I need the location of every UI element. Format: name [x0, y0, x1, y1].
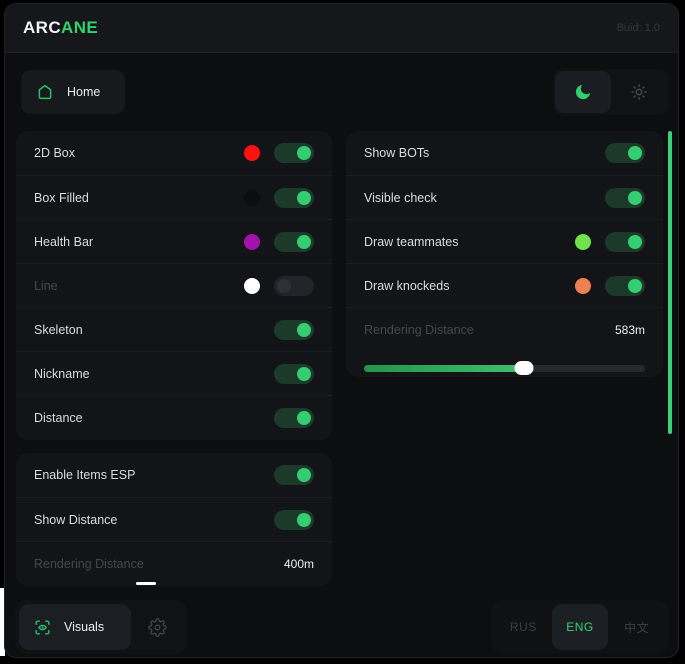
toggle-switch[interactable]: [274, 143, 314, 163]
setting-label: Draw knockeds: [364, 278, 450, 293]
toggle-knob: [277, 278, 291, 293]
slider-handle[interactable]: [514, 361, 534, 375]
moon-icon: [573, 82, 593, 102]
footer-section-switcher: Visuals: [15, 600, 187, 654]
slider-label: Rendering Distance: [364, 322, 474, 337]
app-logo: ARCANE: [23, 18, 98, 38]
setting-row-draw-teammates: Draw teammates: [346, 219, 663, 263]
slider-fill: [364, 365, 525, 372]
color-swatch[interactable]: [244, 277, 260, 294]
light-theme-button[interactable]: [611, 71, 667, 113]
color-swatch[interactable]: [575, 277, 591, 294]
title-bar: ARCANE Buid: 1.0: [5, 4, 678, 53]
toggle-knob: [297, 512, 311, 527]
toggle-knob: [297, 190, 311, 205]
setting-label: Enable Items ESP: [34, 468, 136, 482]
toggle-knob: [297, 366, 311, 381]
toggle-switch[interactable]: [274, 407, 314, 428]
toggle-knob: [297, 322, 311, 337]
rendering-distance-slider[interactable]: [364, 361, 645, 375]
setting-label: Health Bar: [34, 234, 94, 249]
setting-row-show-distance: Show Distance: [16, 497, 332, 541]
logo-prefix: ARC: [23, 18, 62, 37]
slider-value: 583m: [614, 322, 645, 337]
toggle-knob: [628, 146, 642, 160]
bots-panel: Show BOTs Visible check Draw teammates D…: [346, 131, 663, 377]
rendering-distance-row: Rendering Distance 400m: [16, 541, 332, 585]
toggle-knob: [628, 234, 642, 249]
rendering-distance-row: Rendering Distance 583m: [346, 307, 663, 351]
setting-row-visible-check: Visible check: [346, 175, 663, 219]
setting-row-enable-items-esp: Enable Items ESP: [16, 453, 332, 497]
setting-row-2d-box: 2D Box: [16, 131, 332, 175]
setting-row-box-filled: Box Filled: [16, 175, 332, 219]
setting-row-health-bar: Health Bar: [16, 219, 332, 263]
toggle-switch[interactable]: [274, 465, 314, 485]
setting-row-draw-knockeds: Draw knockeds: [346, 263, 663, 307]
build-version-label: Buid: 1.0: [616, 22, 660, 34]
toggle-switch[interactable]: [274, 275, 314, 296]
setting-row-show-bots: Show BOTs: [346, 131, 663, 175]
setting-label: Draw teammates: [364, 234, 459, 249]
toggle-switch[interactable]: [274, 509, 314, 530]
gear-icon: [147, 617, 167, 637]
toggle-switch[interactable]: [605, 275, 645, 296]
logo-suffix: ANE: [61, 18, 99, 37]
home-icon: [36, 83, 54, 101]
slider-label: Rendering Distance: [34, 556, 144, 571]
toggle-switch[interactable]: [274, 231, 314, 252]
setting-label: 2D Box: [34, 146, 75, 160]
toggle-switch[interactable]: [274, 319, 314, 340]
visuals-tab-button[interactable]: Visuals: [19, 604, 131, 650]
content-scrollbar[interactable]: [668, 131, 672, 434]
home-tab-label: Home: [67, 85, 101, 99]
setting-label: Visible check: [364, 190, 437, 205]
setting-label: Show BOTs: [364, 146, 430, 160]
setting-row-distance: Distance: [16, 395, 332, 439]
dark-theme-button[interactable]: [555, 71, 611, 113]
setting-row-nickname: Nickname: [16, 351, 332, 395]
color-swatch[interactable]: [575, 233, 591, 250]
setting-row-skeleton: Skeleton: [16, 307, 332, 351]
toggle-knob: [628, 190, 642, 205]
language-button-rus[interactable]: RUS: [509, 620, 537, 634]
items-esp-panel: Enable Items ESP Show Distance Rendering…: [16, 453, 332, 586]
setting-label: Box Filled: [34, 190, 89, 205]
theme-switcher: [553, 69, 669, 115]
eye-scan-icon: [33, 618, 52, 637]
toggle-switch[interactable]: [274, 187, 314, 208]
toggle-knob: [297, 468, 311, 482]
slider-value: 400m: [283, 556, 314, 571]
toggle-knob: [297, 146, 311, 160]
settings-tab-button[interactable]: [131, 604, 183, 650]
toggle-knob: [628, 278, 642, 293]
toggle-switch[interactable]: [605, 187, 645, 208]
sun-icon: [630, 83, 648, 101]
language-switcher: RUS ENG 中文: [491, 600, 669, 654]
arcane-window: ARCANE Buid: 1.0 Home: [4, 3, 679, 658]
toggle-switch[interactable]: [605, 143, 645, 163]
color-swatch[interactable]: [244, 189, 260, 206]
setting-label: Line: [34, 278, 58, 293]
language-button-eng[interactable]: ENG: [551, 604, 609, 650]
setting-label: Nickname: [34, 366, 90, 381]
color-swatch[interactable]: [244, 233, 260, 250]
slider-handle-clipped[interactable]: [135, 582, 156, 585]
language-button-zh[interactable]: 中文: [624, 620, 650, 635]
setting-label: Distance: [34, 410, 83, 425]
visuals-tab-label: Visuals: [64, 620, 105, 634]
player-esp-panel: 2D Box Box Filled Health Bar Line: [16, 131, 332, 440]
background-white-sliver: [0, 588, 5, 656]
color-swatch[interactable]: [244, 145, 260, 161]
toggle-switch[interactable]: [605, 231, 645, 252]
toggle-switch[interactable]: [274, 363, 314, 384]
toggle-knob: [297, 410, 311, 425]
setting-label: Show Distance: [34, 512, 118, 527]
setting-row-line: Line: [16, 263, 332, 307]
setting-label: Skeleton: [34, 322, 83, 337]
home-tab-button[interactable]: Home: [21, 70, 125, 114]
toggle-knob: [297, 234, 311, 249]
